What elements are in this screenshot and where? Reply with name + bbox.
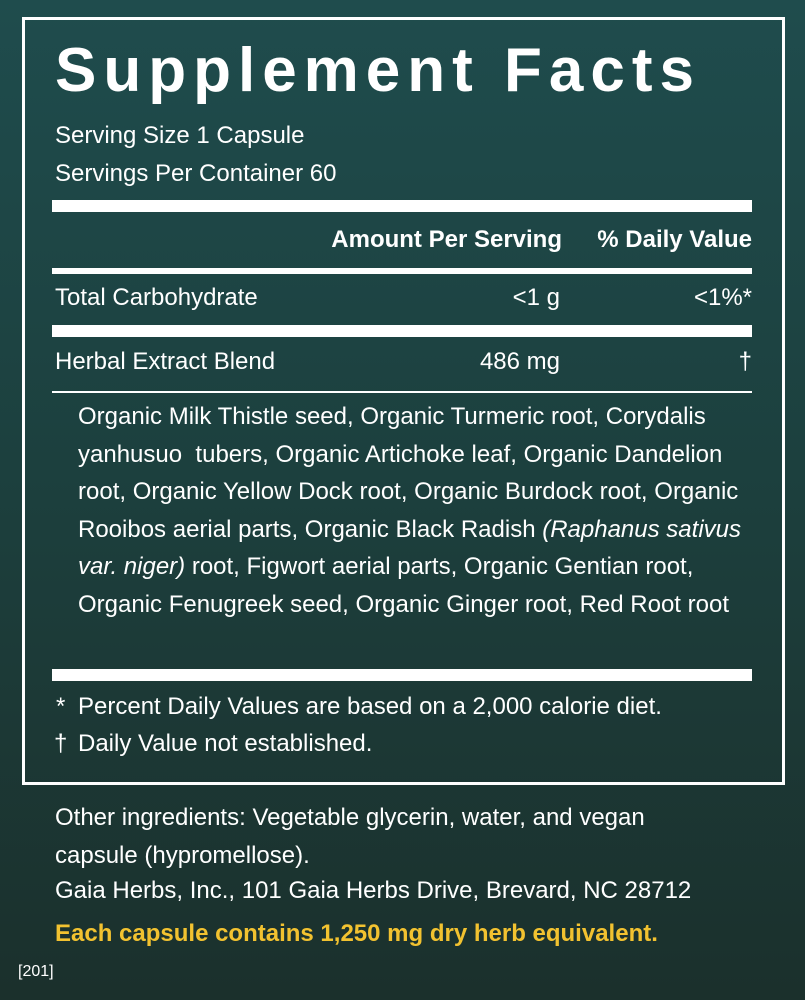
manufacturer: Gaia Herbs, Inc., 101 Gaia Herbs Drive, … xyxy=(55,877,692,904)
thick-rule xyxy=(52,325,752,337)
servings-per-container: Servings Per Container 60 xyxy=(55,160,337,187)
footnote: Daily Value not established. xyxy=(78,730,373,757)
other-ingredients: Other ingredients: Vegetable glycerin, w… xyxy=(55,804,645,869)
thick-rule xyxy=(52,200,752,212)
footnote-symbol: † xyxy=(54,730,68,757)
row-name: Total Carbohydrate xyxy=(55,284,258,311)
row-name: Herbal Extract Blend xyxy=(55,348,276,375)
blend-ingredients: Organic Milk Thistle seed, Organic Turme… xyxy=(78,398,758,624)
row-amount: 486 mg xyxy=(479,348,560,375)
header-daily-value: % Daily Value xyxy=(597,226,752,253)
ingredient-text: root, Figwort aerial parts, Organic Gent… xyxy=(78,553,729,618)
footnote: Percent Daily Values are based on a 2,00… xyxy=(78,693,662,720)
facts-border xyxy=(22,17,785,785)
row-daily-value: <1%* xyxy=(693,284,752,311)
header-amount: Amount Per Serving xyxy=(331,226,562,253)
thick-rule xyxy=(52,669,752,681)
title: Supplement Facts xyxy=(55,36,701,105)
ingredient-text: (Raphanus sativus var. niger) xyxy=(78,515,748,581)
thin-rule xyxy=(52,391,752,393)
code: [201] xyxy=(18,963,54,980)
row-daily-value: † xyxy=(738,348,752,375)
row-amount: <1 g xyxy=(512,284,560,311)
herb-equivalent: Each capsule contains 1,250 mg dry herb … xyxy=(55,920,658,947)
rule xyxy=(52,268,752,274)
serving-size: Serving Size 1 Capsule xyxy=(55,122,305,149)
ingredient-text: Organic Milk Thistle seed, Organic Turme… xyxy=(78,403,745,543)
footnote-symbol: * xyxy=(56,693,66,720)
